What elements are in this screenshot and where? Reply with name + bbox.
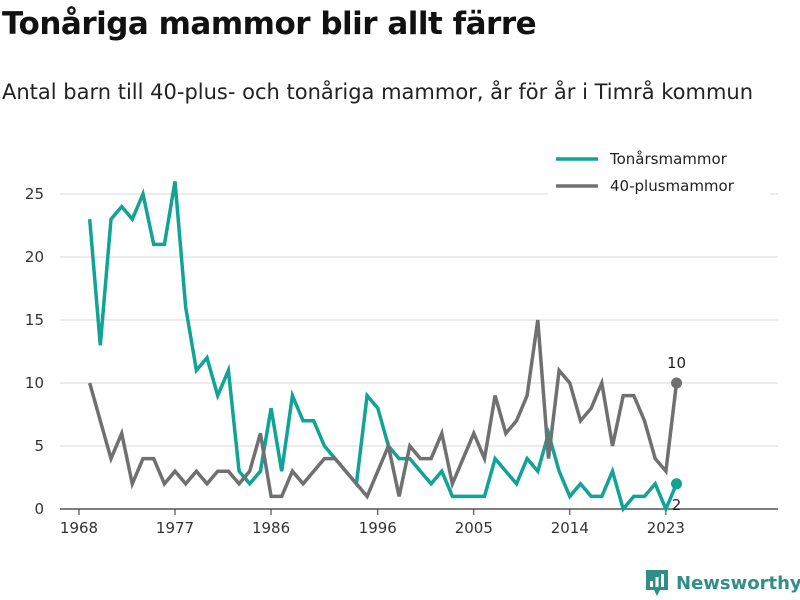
legend-label-1: 40-plusmammor — [610, 177, 735, 195]
end-marker-0 — [671, 478, 683, 490]
end-label-1: 10 — [667, 354, 686, 372]
chart-title: Tonåriga mammor blir allt färre — [2, 6, 537, 42]
y-axis: 0 5 10 15 20 25 — [25, 185, 44, 518]
y-tick-label-10: 10 — [25, 374, 44, 392]
legend-box — [548, 140, 770, 202]
y-tick-label-20: 20 — [25, 248, 44, 266]
y-tick-label-0: 0 — [34, 500, 44, 518]
newsworthy-logo-icon — [646, 570, 668, 596]
x-tick-label-1996: 1996 — [359, 519, 397, 537]
series-line-40-plusmammor — [88, 319, 679, 500]
legend: Tonårsmammor 40-plusmammor — [548, 140, 770, 202]
x-tick-label-2023: 2023 — [647, 519, 685, 537]
legend-label-0: Tonårsmammor — [609, 150, 728, 168]
x-tick-label-1968: 1968 — [60, 519, 98, 537]
end-label-0: 2 — [672, 496, 682, 514]
newsworthy-logo: Newsworthy — [644, 568, 800, 598]
x-tick-label-1986: 1986 — [252, 519, 290, 537]
y-tick-label-25: 25 — [25, 185, 44, 203]
newsworthy-logo-text: Newsworthy — [676, 572, 800, 594]
x-tick-label-2014: 2014 — [551, 519, 589, 537]
end-marker-1 — [671, 377, 683, 389]
y-tick-label-15: 15 — [25, 311, 44, 329]
chart-subtitle: Antal barn till 40-plus- och tonåriga ma… — [2, 80, 754, 104]
series-lines — [87, 181, 679, 514]
series-line-tonarsmammor — [87, 181, 679, 514]
x-tick-label-2005: 2005 — [455, 519, 493, 537]
y-tick-label-5: 5 — [34, 437, 44, 455]
series-end-markers: 2 10 — [667, 354, 686, 514]
x-axis: 1968 1977 1986 1996 2005 2014 2023 — [60, 508, 778, 537]
x-tick-label-1977: 1977 — [156, 519, 194, 537]
